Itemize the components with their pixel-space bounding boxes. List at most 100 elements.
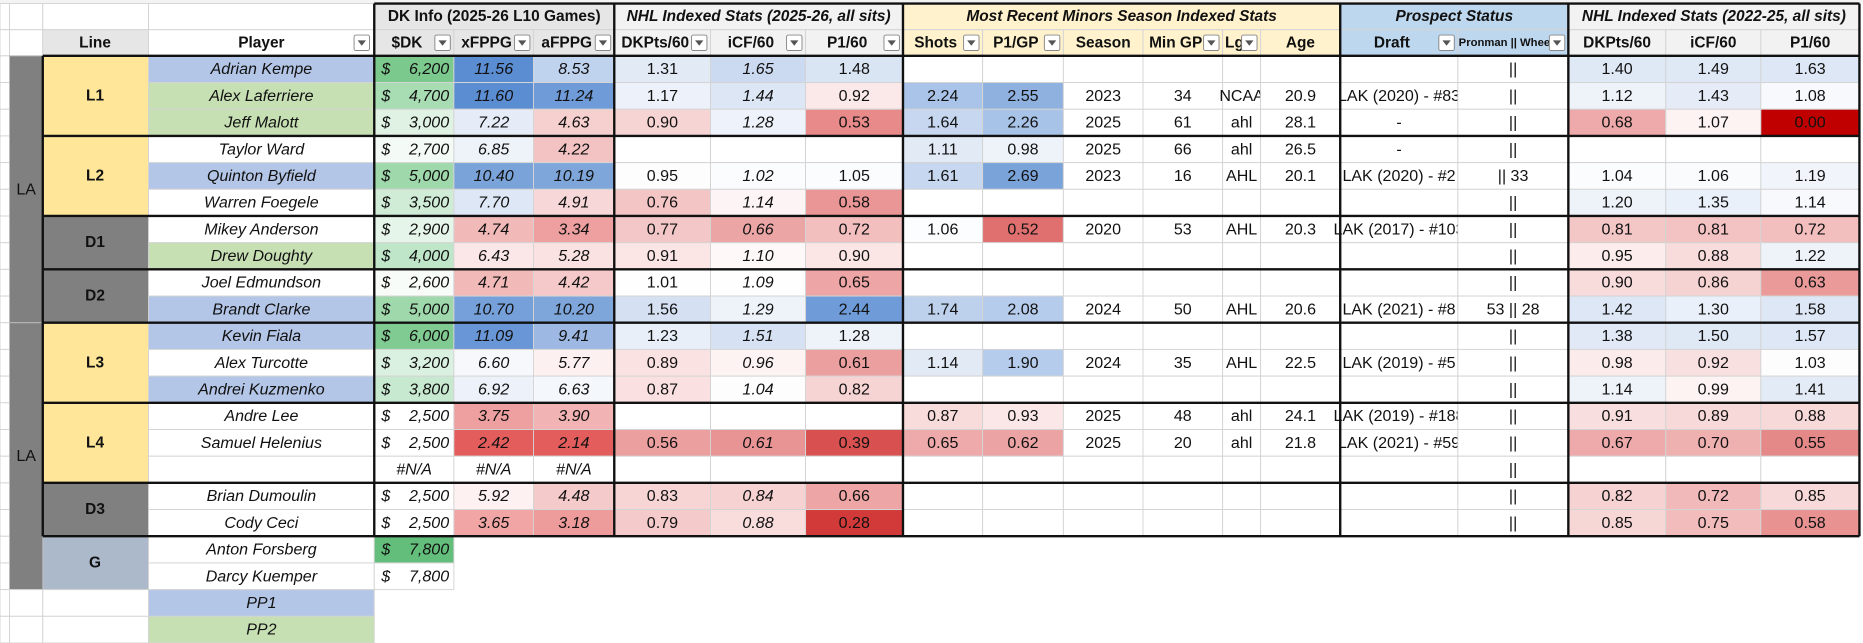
cell-value: 11.56: [474, 60, 513, 78]
player-cell: [148, 82, 375, 110]
cell-value: 1.43: [1698, 87, 1729, 105]
player-cell: [148, 108, 375, 137]
data-cell: [902, 108, 984, 137]
cell-value: 0.81: [1698, 220, 1729, 238]
data-cell: [902, 242, 984, 270]
cell-value: 11.09: [474, 327, 513, 345]
data-cell: [1222, 108, 1262, 137]
cell-value: 1.04: [742, 380, 773, 398]
cell-value: 26.5: [1285, 140, 1316, 158]
cell-value: 3.18: [558, 514, 589, 532]
cell-value: ||: [1509, 461, 1517, 479]
filter-arrow[interactable]: [967, 40, 976, 46]
data-cell: [805, 135, 904, 164]
cell-value: 1.57: [1795, 327, 1826, 345]
data-cell: [1260, 375, 1341, 404]
cell-value: ||: [1509, 194, 1517, 212]
team-cell: [9, 55, 44, 324]
header-cell: [1260, 29, 1341, 57]
filter-arrow[interactable]: [438, 40, 447, 46]
cell-value: 5.92: [478, 487, 509, 505]
cell-value: 35: [1174, 354, 1192, 372]
filter-arrow[interactable]: [1442, 40, 1451, 46]
filter-arrow[interactable]: [1207, 40, 1216, 46]
cell-value: AHL: [1226, 300, 1257, 318]
player-name: Anton Forsberg: [205, 541, 317, 559]
header-cell: [1062, 29, 1144, 57]
gutter-cell: [0, 535, 10, 564]
filter-arrow[interactable]: [598, 40, 608, 46]
player-cell: [148, 615, 375, 643]
filter-arrow[interactable]: [1552, 40, 1562, 46]
currency-symbol: $: [380, 247, 391, 265]
data-cell: [373, 348, 455, 377]
player-cell: [148, 455, 375, 484]
data-cell: [1457, 162, 1569, 190]
data-cell: [1062, 482, 1144, 511]
cell-value: 1.14: [742, 194, 773, 212]
data-cell: [1760, 188, 1860, 217]
data-cell: [805, 162, 904, 190]
data-cell: [982, 402, 1064, 430]
cell-value: 0.92: [839, 87, 870, 105]
data-cell: [453, 348, 534, 377]
filter-arrow[interactable]: [695, 40, 704, 46]
data-cell: [1062, 82, 1144, 110]
cell-value: 1.40: [1601, 60, 1632, 78]
column-header: $DK: [391, 34, 422, 51]
cell-value: 0.76: [647, 194, 678, 212]
cell-value: 3,800: [409, 380, 449, 398]
data-cell: [1760, 135, 1860, 164]
filter-arrow[interactable]: [790, 40, 799, 46]
cell-value: LAK (2020) - #83: [1338, 87, 1460, 105]
cell-value: #N/A: [476, 461, 512, 479]
line-label: L3: [86, 354, 104, 371]
cell-value: ahl: [1231, 140, 1252, 158]
data-cell: [1222, 509, 1262, 537]
cell-value: 0.82: [1601, 487, 1632, 505]
cell-value: 2,500: [408, 407, 449, 425]
filter-arrow[interactable]: [518, 40, 527, 46]
currency-symbol: $: [380, 114, 391, 132]
data-cell: [1062, 108, 1144, 137]
data-cell: [1339, 322, 1459, 350]
line-label: D3: [85, 501, 105, 518]
cell-value: 1.28: [839, 327, 870, 345]
data-cell: [613, 429, 711, 457]
filter-arrow[interactable]: [357, 40, 366, 46]
cell-value: 1.04: [1601, 167, 1632, 185]
data-cell: [982, 55, 1064, 84]
cell-value: 1.14: [927, 354, 958, 372]
cell-value: ||: [1509, 247, 1517, 265]
data-cell: [1760, 82, 1860, 110]
cell-value: 3.34: [558, 220, 589, 238]
data-cell: [1339, 348, 1459, 377]
player-cell: [148, 242, 375, 270]
gutter-cell: [0, 589, 10, 617]
cell-value: ||: [1509, 274, 1517, 292]
cell-value: 20.6: [1285, 300, 1316, 318]
data-cell: [1062, 162, 1144, 190]
cell-value: 2,500: [408, 487, 449, 505]
line-label: D2: [85, 288, 105, 305]
cell-value: 48: [1174, 407, 1192, 425]
filter-arrow[interactable]: [887, 40, 896, 46]
currency-symbol: $: [380, 380, 391, 398]
data-cell: [1260, 402, 1341, 430]
cell-value: 1.90: [1007, 354, 1038, 372]
data-cell: [1339, 455, 1459, 484]
cell-value: 1.08: [1795, 87, 1826, 105]
cell-value: 1.03: [1795, 354, 1826, 372]
data-cell: [453, 268, 534, 297]
currency-symbol: $: [380, 274, 391, 292]
currency-symbol: $: [380, 87, 391, 105]
data-cell: [1457, 509, 1569, 537]
filter-arrow[interactable]: [1245, 40, 1254, 46]
filter-arrow[interactable]: [1047, 40, 1057, 46]
data-cell: [1339, 268, 1459, 297]
cell-value: 1.29: [742, 300, 773, 318]
player-cell: [148, 322, 375, 350]
gutter-cell: [0, 455, 10, 484]
data-cell: [902, 509, 984, 537]
cell-value: 1.49: [1698, 60, 1729, 78]
